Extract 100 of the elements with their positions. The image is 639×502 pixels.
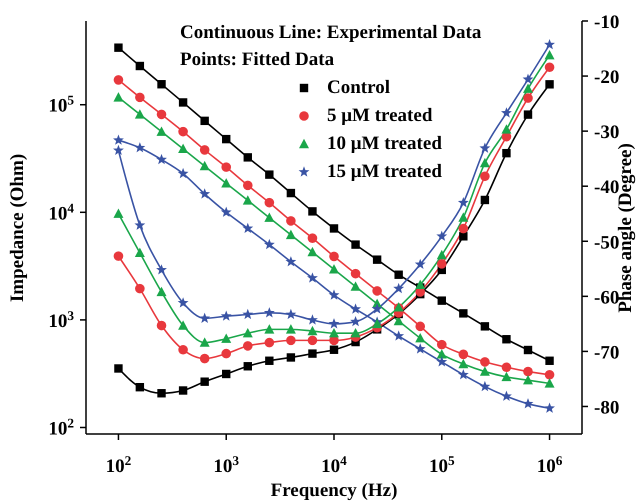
point — [459, 309, 468, 318]
point — [221, 162, 232, 172]
point — [134, 109, 145, 119]
point — [134, 142, 146, 152]
y-tick-label: 10$^{2}$ — [48, 414, 74, 440]
point — [480, 357, 490, 367]
point — [200, 145, 210, 155]
annotation: Continuous Line: Experimental Data — [180, 22, 482, 44]
point — [113, 134, 124, 145]
point — [350, 281, 361, 291]
legend-label: Control — [327, 77, 390, 99]
point — [522, 398, 534, 408]
point — [393, 330, 404, 341]
point — [502, 362, 512, 372]
point — [286, 230, 296, 240]
point — [436, 349, 447, 358]
point — [458, 358, 468, 368]
point — [308, 207, 317, 216]
point — [113, 92, 124, 102]
point — [308, 233, 318, 243]
point — [286, 188, 296, 198]
point — [178, 168, 189, 178]
y2-tick-label: -50 — [594, 232, 620, 254]
y-axis-title: Impedance (Ohm) — [7, 154, 28, 302]
y2-tick-label: -80 — [594, 397, 620, 418]
x-tick-label: 10$^{5}$ — [428, 452, 455, 477]
point — [242, 195, 253, 205]
point — [544, 378, 555, 388]
y2-tick-label: -20 — [594, 67, 620, 88]
point — [135, 92, 145, 102]
point — [264, 212, 274, 222]
point — [307, 246, 318, 256]
legend-label: 10 μM treated — [327, 133, 442, 155]
annotation: Points: Fitted Data — [180, 49, 334, 71]
point — [479, 380, 490, 392]
point — [480, 366, 490, 376]
x-axis-title: Frequency (Hz) — [270, 480, 398, 501]
point — [330, 224, 338, 233]
legend-label: 5 μM treated — [327, 105, 432, 127]
point — [480, 322, 490, 331]
y-tick-label: 10$^{5}$ — [48, 92, 74, 117]
y2-tick-label: -30 — [594, 122, 620, 144]
point — [458, 349, 468, 360]
point — [178, 126, 188, 136]
point — [438, 296, 446, 305]
point — [199, 188, 210, 199]
point — [415, 322, 426, 332]
y-tick-label: 10$^{3}$ — [48, 307, 74, 332]
point — [222, 134, 230, 144]
point — [545, 356, 554, 365]
point — [544, 402, 555, 413]
point — [156, 126, 167, 136]
y2-tick-label: -60 — [594, 287, 620, 308]
point — [329, 252, 339, 262]
y2-tick-label: -10 — [594, 12, 620, 33]
point — [350, 268, 360, 278]
point — [350, 303, 361, 314]
point — [136, 62, 144, 70]
point — [264, 238, 275, 250]
x-tick-label: 10$^{6}$ — [536, 452, 563, 477]
point — [200, 160, 210, 170]
legend-label: 15 μM treated — [327, 161, 442, 183]
point — [394, 270, 403, 279]
point — [242, 180, 253, 190]
x-tick-label: 10$^{3}$ — [213, 452, 240, 477]
point — [285, 256, 296, 266]
point — [242, 222, 254, 234]
point — [114, 43, 123, 52]
point — [372, 286, 382, 296]
point — [351, 240, 360, 249]
point — [458, 369, 469, 380]
point — [200, 116, 209, 126]
point — [415, 333, 426, 342]
point — [372, 255, 382, 264]
x-tick-label: 10$^{2}$ — [106, 452, 132, 477]
point — [114, 75, 124, 85]
y-tick-label: 10$^{4}$ — [48, 200, 74, 224]
point — [544, 370, 554, 380]
point — [157, 80, 166, 88]
point — [244, 153, 252, 162]
point — [265, 170, 274, 179]
point — [329, 264, 339, 274]
point — [502, 335, 511, 344]
point — [436, 340, 447, 350]
point — [523, 375, 534, 384]
point — [220, 206, 232, 217]
point — [178, 144, 188, 154]
point — [221, 178, 232, 188]
point — [524, 346, 532, 354]
point — [286, 216, 296, 226]
point — [414, 343, 426, 354]
point — [328, 289, 340, 300]
y2-tick-label: -70 — [594, 342, 620, 364]
point — [156, 110, 166, 120]
point — [307, 272, 318, 283]
point — [501, 390, 512, 401]
point — [264, 198, 274, 208]
point — [156, 154, 167, 164]
point — [178, 98, 188, 107]
point — [436, 356, 448, 367]
